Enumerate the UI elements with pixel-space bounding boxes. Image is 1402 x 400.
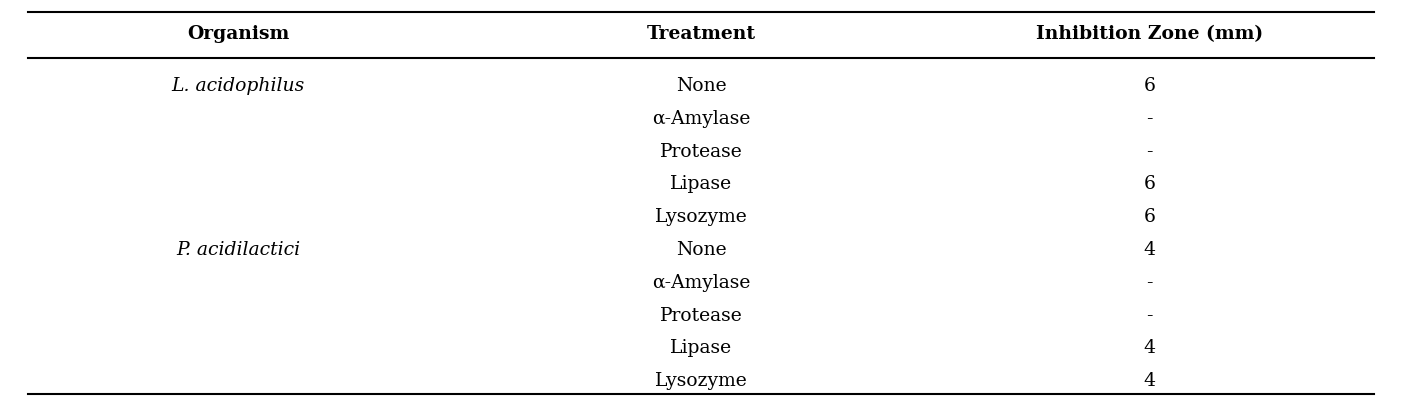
Text: P. acidilactici: P. acidilactici	[177, 241, 300, 259]
Text: Organism: Organism	[188, 25, 289, 43]
Text: Treatment: Treatment	[646, 25, 756, 43]
Text: None: None	[676, 241, 726, 259]
Text: -: -	[1147, 143, 1152, 160]
Text: -: -	[1147, 306, 1152, 325]
Text: 4: 4	[1144, 372, 1155, 390]
Text: α-Amylase: α-Amylase	[652, 274, 750, 292]
Text: L. acidophilus: L. acidophilus	[171, 77, 306, 95]
Text: 4: 4	[1144, 339, 1155, 358]
Text: Protease: Protease	[659, 143, 743, 160]
Text: Lysozyme: Lysozyme	[655, 208, 747, 226]
Text: 6: 6	[1144, 175, 1155, 193]
Text: Lysozyme: Lysozyme	[655, 372, 747, 390]
Text: 6: 6	[1144, 77, 1155, 95]
Text: Protease: Protease	[659, 306, 743, 325]
Text: Lipase: Lipase	[670, 339, 732, 358]
Text: -: -	[1147, 274, 1152, 292]
Text: Lipase: Lipase	[670, 175, 732, 193]
Text: None: None	[676, 77, 726, 95]
Text: Inhibition Zone (mm): Inhibition Zone (mm)	[1036, 25, 1263, 43]
Text: α-Amylase: α-Amylase	[652, 110, 750, 128]
Text: 6: 6	[1144, 208, 1155, 226]
Text: 4: 4	[1144, 241, 1155, 259]
Text: -: -	[1147, 110, 1152, 128]
